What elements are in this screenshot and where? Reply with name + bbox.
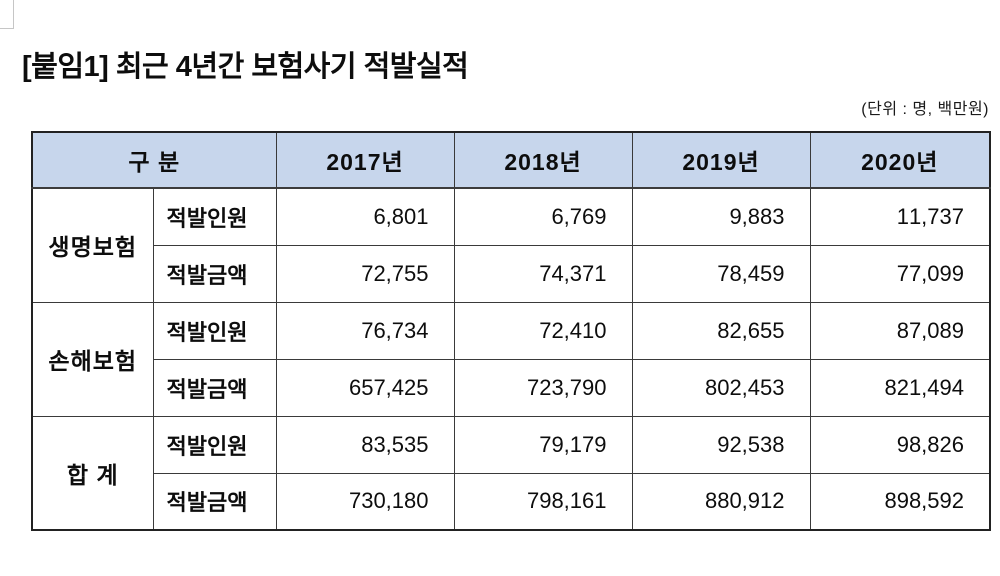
- value-cell: 802,453: [631, 358, 811, 417]
- unit-note: (단위 : 명, 백만원): [861, 101, 989, 118]
- insurance-fraud-table: 구 분 2017년 2018년 2019년 2020년 생명보험 적발인원 6,…: [31, 131, 991, 531]
- page-corner-box: [0, 0, 14, 29]
- value-cell: 77,099: [809, 244, 991, 303]
- value-cell: 6,801: [275, 187, 455, 246]
- table-row: 합 계 적발인원 83,535 79,179 92,538 98,826: [31, 415, 991, 531]
- value-cell: 92,538: [631, 415, 811, 474]
- value-cell: 98,826: [809, 415, 991, 474]
- value-cell: 79,179: [453, 415, 633, 474]
- metric-label-cell: 적발금액: [152, 358, 277, 417]
- table-row: 생명보험 적발인원 6,801 6,769 9,883 11,737: [31, 187, 991, 303]
- year-header-2020: 2020년: [809, 131, 991, 189]
- table-row: 적발금액 730,180 798,161 880,912 898,592: [32, 472, 991, 531]
- value-cell: 82,655: [631, 301, 811, 360]
- value-cell: 657,425: [275, 358, 455, 417]
- group-cell-life-insurance: 생명보험: [31, 187, 154, 303]
- year-header-2017: 2017년: [275, 131, 455, 189]
- corner-header-cell: 구 분: [31, 131, 277, 189]
- value-cell: 6,769: [453, 187, 633, 246]
- year-header-2018: 2018년: [453, 131, 633, 189]
- table-row: 손해보험 적발인원 76,734 72,410 82,655 87,089: [31, 301, 991, 417]
- value-cell: 798,161: [453, 472, 633, 531]
- document-title: [붙임1] 최근 4년간 보험사기 적발실적: [22, 51, 469, 84]
- metric-label-cell: 적발인원: [152, 415, 277, 474]
- value-cell: 9,883: [631, 187, 811, 246]
- value-cell: 11,737: [809, 187, 991, 246]
- value-cell: 78,459: [631, 244, 811, 303]
- table-row: 적발금액 72,755 74,371 78,459 77,099: [32, 244, 991, 303]
- header-row: 구 분 2017년 2018년 2019년 2020년: [31, 131, 991, 189]
- value-cell: 730,180: [275, 472, 455, 531]
- metric-label-cell: 적발인원: [152, 187, 277, 246]
- value-cell: 72,755: [275, 244, 455, 303]
- value-cell: 83,535: [275, 415, 455, 474]
- table-row: 적발금액 657,425 723,790 802,453 821,494: [32, 358, 991, 417]
- value-cell: 87,089: [809, 301, 991, 360]
- metric-label-cell: 적발인원: [152, 301, 277, 360]
- value-cell: 723,790: [453, 358, 633, 417]
- value-cell: 76,734: [275, 301, 455, 360]
- metric-label-cell: 적발금액: [152, 244, 277, 303]
- metric-label-cell: 적발금액: [152, 472, 277, 531]
- group-cell-total: 합 계: [31, 415, 154, 531]
- value-cell: 72,410: [453, 301, 633, 360]
- value-cell: 898,592: [809, 472, 991, 531]
- value-cell: 74,371: [453, 244, 633, 303]
- group-cell-nonlife-insurance: 손해보험: [31, 301, 154, 417]
- value-cell: 880,912: [631, 472, 811, 531]
- value-cell: 821,494: [809, 358, 991, 417]
- year-header-2019: 2019년: [631, 131, 811, 189]
